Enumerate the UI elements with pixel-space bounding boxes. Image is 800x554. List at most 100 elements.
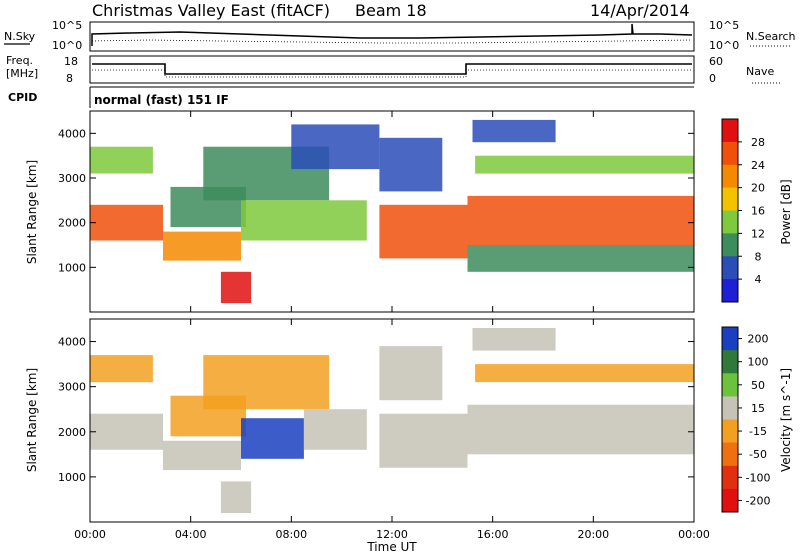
cpid-mode: normal (fast) 151 IF	[94, 93, 229, 107]
velocity-band-1	[90, 355, 153, 383]
velocity-band-4	[203, 355, 330, 410]
power-band-0	[90, 204, 163, 241]
velocity-xtick-label-1: 04:00	[175, 528, 207, 541]
power-ytick-label-2: 3000	[58, 172, 86, 185]
velocity-colorbar-label-6: -100	[746, 471, 771, 484]
velocity-band-2	[163, 440, 241, 471]
freq-trace	[92, 63, 692, 75]
power-heatmap	[90, 119, 694, 304]
velocity-heatmap	[90, 328, 694, 513]
power-colorbar: 4 8 12 16 20 24 28	[721, 118, 765, 303]
power-band-10	[467, 195, 694, 245]
velocity-xtick-label-5: 20:00	[577, 528, 609, 541]
power-colorbar-label: Power [dB]	[779, 179, 793, 244]
title: Christmas Valley East (fitACF)	[92, 1, 330, 20]
noise-panel-frame	[89, 21, 695, 52]
power-colorbar-label-4: 20	[751, 182, 765, 195]
power-panel: 1000 2000 3000 4000 Slant Range [km] 4 8 12 16…	[25, 110, 793, 313]
power-ytick-label-0: 1000	[58, 261, 86, 274]
power-colorbar-label-3: 16	[751, 205, 765, 218]
velocity-xtick-label-4: 16:00	[477, 528, 509, 541]
velocity-colorbar-cell-7	[722, 488, 738, 513]
velocity-colorbar-label-5: -50	[749, 448, 767, 461]
power-colorbar-cell-0	[722, 119, 738, 143]
noise-search-trace	[91, 39, 693, 44]
velocity-colorbar-label-7: -200	[746, 494, 771, 507]
power-colorbar-label-0: 4	[755, 273, 762, 286]
velocity-colorbar-frame	[721, 326, 739, 513]
power-band-6	[241, 200, 367, 241]
nave-tick-top: 60	[709, 55, 723, 68]
power-band-7	[291, 124, 380, 170]
velocity-xtick-label-2: 08:00	[275, 528, 307, 541]
velocity-colorbar-cell-6	[722, 465, 738, 490]
velocity-colorbar-cell-2	[722, 373, 738, 397]
velocity-y-axis: 1000 2000 3000 4000	[58, 336, 694, 484]
freq-tick-bottom: 8	[66, 72, 73, 85]
power-y-axis: 1000 2000 3000 4000	[58, 127, 694, 274]
velocity-ytick-label-2: 3000	[58, 381, 86, 394]
velocity-colorbar-label-1: 100	[748, 356, 769, 369]
noise-sky-trace	[91, 23, 693, 46]
date-label: 14/Apr/2014	[590, 1, 690, 20]
velocity-band-7	[303, 409, 367, 450]
noise-left-label: N.Sky	[4, 30, 36, 43]
velocity-colorbar-label-3: 15	[751, 402, 765, 415]
power-x-axis	[89, 111, 695, 312]
power-colorbar-cell-6	[722, 256, 738, 280]
time-axis-label: Time UT	[366, 540, 417, 554]
nave-tick-bottom: 0	[709, 72, 716, 85]
velocity-band-0	[90, 413, 163, 450]
cpid-label: CPID	[8, 91, 37, 104]
power-band-5	[220, 271, 252, 304]
velocity-band-9	[379, 346, 443, 401]
velocity-band-12	[472, 328, 556, 351]
power-colorbar-cell-7	[722, 279, 738, 303]
velocity-colorbar-cell-3	[722, 396, 738, 420]
velocity-colorbar-label-0: 200	[748, 333, 769, 346]
freq-label-2: [MHz]	[6, 67, 38, 80]
velocity-panel: 1000 2000 3000 4000 00:00 04:00 08:00 12:00 16:…	[25, 318, 793, 554]
freq-label-1: Freq.	[6, 54, 33, 67]
power-colorbar-label-1: 8	[755, 250, 762, 263]
power-ylabel: Slant Range [km]	[25, 160, 39, 264]
power-colorbar-label-2: 12	[751, 227, 765, 240]
beam-label: Beam 18	[355, 1, 427, 20]
power-colorbar-label-5: 24	[751, 159, 765, 172]
nave-trace	[92, 69, 692, 78]
noise-right-tick-bottom: 10^0	[709, 39, 739, 52]
velocity-ytick-label-3: 4000	[58, 336, 86, 349]
power-band-1	[90, 146, 153, 174]
power-colorbar-cell-3	[722, 187, 738, 211]
power-colorbar-label-6: 28	[751, 136, 765, 149]
velocity-band-10	[467, 404, 694, 455]
velocity-xtick-label-6: 00:00	[678, 528, 710, 541]
velocity-colorbar-cell-4	[722, 419, 738, 444]
power-band-2	[163, 231, 241, 261]
velocity-colorbar-cell-5	[722, 442, 738, 467]
velocity-ytick-label-0: 1000	[58, 471, 86, 484]
power-ytick-label-1: 2000	[58, 217, 86, 230]
power-band-12	[475, 155, 694, 174]
velocity-colorbar-label-4: -15	[749, 425, 767, 438]
power-band-8	[379, 204, 468, 259]
power-band-9	[379, 137, 443, 192]
velocity-band-8	[379, 413, 468, 468]
power-colorbar-cell-5	[722, 233, 738, 257]
velocity-colorbar-cell-0	[722, 327, 738, 351]
power-colorbar-cell-2	[722, 164, 738, 189]
velocity-xtick-label-0: 00:00	[74, 528, 106, 541]
velocity-ytick-label-1: 2000	[58, 426, 86, 439]
velocity-colorbar-label-2: 50	[751, 379, 765, 392]
noise-right-tick-top: 10^5	[709, 19, 739, 32]
freq-tick-top: 18	[64, 55, 78, 68]
power-band-11	[467, 245, 694, 272]
power-band-13	[472, 119, 556, 143]
power-colorbar-cell-1	[722, 141, 738, 166]
power-ytick-label-3: 4000	[58, 127, 86, 140]
velocity-band-6	[241, 418, 304, 459]
velocity-colorbar-cell-1	[722, 350, 738, 374]
velocity-ylabel: Slant Range [km]	[25, 368, 39, 472]
